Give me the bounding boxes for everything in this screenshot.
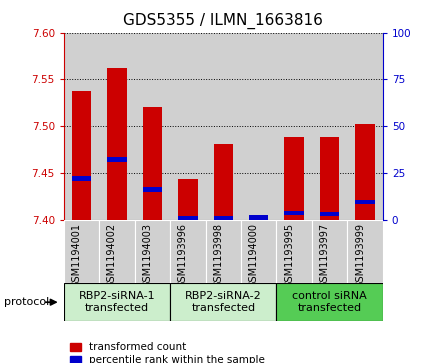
Bar bbox=[143, 107, 162, 220]
Bar bbox=[241, 33, 276, 220]
Bar bbox=[347, 33, 383, 220]
Bar bbox=[107, 68, 127, 220]
Text: GSM1193997: GSM1193997 bbox=[319, 223, 330, 288]
Bar bbox=[241, 220, 276, 283]
Text: GSM1193999: GSM1193999 bbox=[355, 223, 365, 288]
Text: GDS5355 / ILMN_1663816: GDS5355 / ILMN_1663816 bbox=[123, 13, 323, 29]
Text: RBP2-siRNA-2
transfected: RBP2-siRNA-2 transfected bbox=[185, 291, 262, 313]
Bar bbox=[312, 220, 347, 283]
Legend: transformed count, percentile rank within the sample: transformed count, percentile rank withi… bbox=[70, 342, 265, 363]
Bar bbox=[64, 33, 99, 220]
Bar bbox=[170, 220, 205, 283]
Bar bbox=[320, 212, 339, 216]
Bar bbox=[72, 176, 91, 181]
Bar bbox=[249, 215, 268, 220]
Bar bbox=[205, 33, 241, 220]
Bar bbox=[213, 216, 233, 221]
Bar bbox=[107, 158, 127, 162]
Bar bbox=[178, 216, 198, 221]
Bar bbox=[356, 124, 375, 220]
Bar bbox=[312, 33, 347, 220]
Bar bbox=[170, 33, 205, 220]
Bar bbox=[178, 179, 198, 220]
Text: GSM1194002: GSM1194002 bbox=[107, 223, 117, 288]
Bar bbox=[347, 220, 383, 283]
Bar bbox=[276, 220, 312, 283]
Bar bbox=[284, 137, 304, 220]
Bar bbox=[143, 187, 162, 192]
Bar bbox=[99, 220, 135, 283]
Text: GSM1194000: GSM1194000 bbox=[249, 223, 259, 288]
Bar bbox=[320, 137, 339, 220]
Text: GSM1194003: GSM1194003 bbox=[143, 223, 152, 288]
Bar bbox=[135, 220, 170, 283]
Bar bbox=[170, 283, 276, 321]
Text: GSM1193995: GSM1193995 bbox=[284, 223, 294, 288]
Bar bbox=[249, 217, 268, 220]
Text: protocol: protocol bbox=[4, 297, 50, 307]
Bar bbox=[135, 33, 170, 220]
Bar bbox=[356, 200, 375, 204]
Bar bbox=[64, 220, 99, 283]
Text: RBP2-siRNA-1
transfected: RBP2-siRNA-1 transfected bbox=[79, 291, 155, 313]
Bar bbox=[99, 33, 135, 220]
Bar bbox=[276, 283, 383, 321]
Bar bbox=[276, 33, 312, 220]
Text: GSM1194001: GSM1194001 bbox=[72, 223, 81, 288]
Bar bbox=[213, 144, 233, 220]
Bar bbox=[64, 283, 170, 321]
Bar bbox=[72, 91, 91, 220]
Text: control siRNA
transfected: control siRNA transfected bbox=[292, 291, 367, 313]
Bar bbox=[284, 211, 304, 215]
Bar bbox=[205, 220, 241, 283]
Text: GSM1193996: GSM1193996 bbox=[178, 223, 188, 288]
Text: GSM1193998: GSM1193998 bbox=[213, 223, 223, 288]
